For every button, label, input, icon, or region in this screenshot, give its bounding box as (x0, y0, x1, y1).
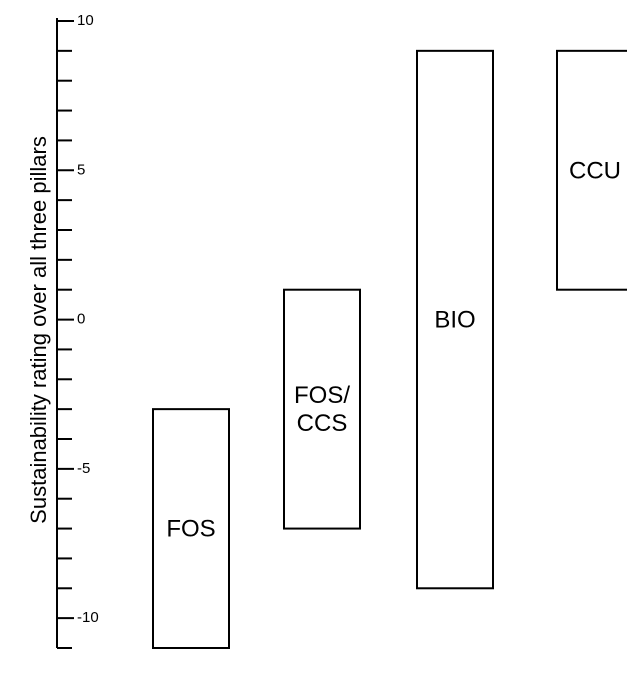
range-label: BIO (434, 307, 475, 334)
y-tick-label: -10 (77, 609, 99, 626)
y-tick-label: 10 (77, 12, 94, 29)
range-box-fos-ccs (283, 288, 361, 530)
y-axis-title: Sustainability rating over all three pil… (26, 136, 51, 524)
range-box-ccu (556, 49, 627, 291)
y-tick-label: 5 (77, 161, 85, 178)
range-boxes: FOS FOS/CCS BIO CCU (152, 49, 627, 650)
range-label: FOS (166, 516, 215, 543)
range-box-fos (152, 408, 230, 650)
y-axis: 10 5 0 -5 -10 (56, 12, 99, 649)
y-tick-label: -5 (77, 460, 90, 477)
y-tick-label: 0 (77, 311, 85, 328)
range-label: CCU (569, 157, 621, 184)
range-box-bio (416, 49, 494, 590)
range-label: FOS/CCS (294, 382, 350, 437)
